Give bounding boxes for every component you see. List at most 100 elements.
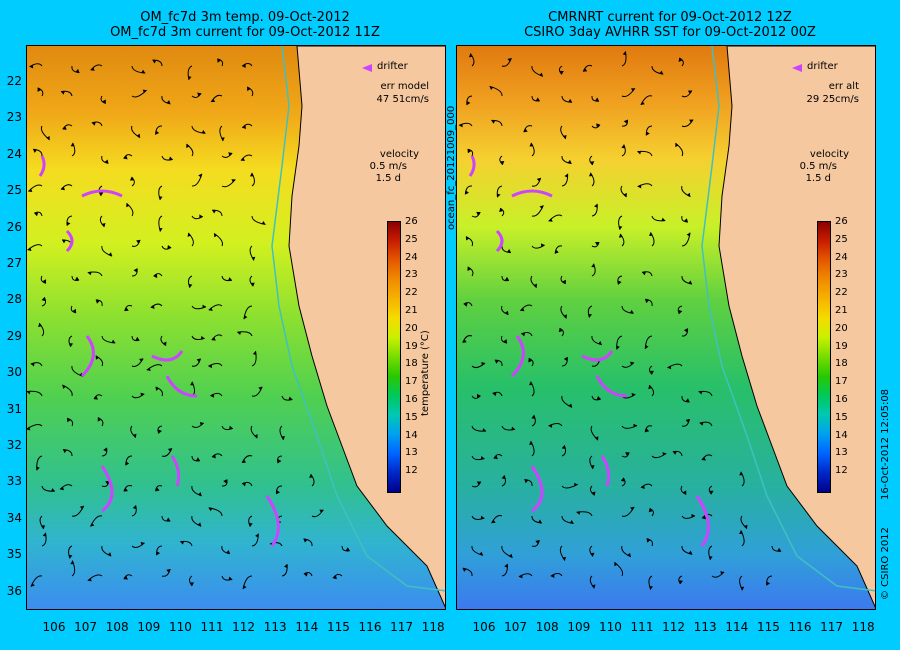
colorbar-tick: 21 [835, 305, 848, 316]
right-side-label: 16-Oct-2012 12:05:08 [880, 388, 891, 500]
longitude-tick: 117 [390, 620, 414, 634]
temperature-colorbar [817, 221, 831, 493]
land-mass [288, 46, 445, 608]
longitude-tick: 118 [421, 620, 445, 634]
drifter-icon [792, 64, 802, 72]
longitude-tick: 112 [662, 620, 686, 634]
right-panel-title: CMRNRT current for 09-Oct-2012 12Z CSIRO… [460, 10, 880, 40]
longitude-tick: 110 [168, 620, 192, 634]
latitude-tick: 27 [6, 256, 22, 270]
longitude-tick: 113 [693, 620, 717, 634]
err-model-label: err model [380, 81, 429, 92]
velocity-label: velocity [379, 149, 419, 160]
longitude-tick: 108 [105, 620, 129, 634]
longitude-tick: 109 [137, 620, 161, 634]
longitude-tick: 109 [567, 620, 591, 634]
temperature-colorbar [387, 221, 401, 493]
right-map-svg [457, 46, 875, 609]
colorbar-tick: 12 [835, 465, 848, 477]
latitude-tick: 35 [6, 547, 22, 562]
longitude-tick: 107 [74, 620, 98, 634]
longitude-tick: 106 [42, 620, 66, 634]
land-mass [718, 46, 875, 608]
right-title-line1: CMRNRT current for 09-Oct-2012 12Z [548, 10, 792, 25]
model-temperature-map: drifter err model 47 51cm/s velocity 0.5… [26, 45, 446, 610]
colorbar-tick: 17 [835, 376, 848, 388]
err-alt-label: err alt [828, 81, 859, 92]
latitude-tick: 23 [6, 110, 22, 125]
colorbar-tick: 20 [835, 322, 848, 334]
colorbar-tick: 13 [405, 447, 418, 459]
colorbar-tick: 18 [835, 358, 848, 370]
latitude-tick: 25 [6, 183, 22, 198]
colorbar-tick: 15 [405, 411, 418, 423]
latitude-tick: 26 [6, 219, 22, 234]
latitude-tick: 31 [6, 401, 22, 416]
drifter-tracks [468, 155, 710, 547]
velocity-days: 1.5 d [375, 173, 401, 184]
latitude-tick: 24 [6, 146, 22, 161]
shelf-contour [701, 46, 875, 592]
colorbar-tick: 13 [835, 447, 848, 459]
colorbar-tick: 17 [405, 376, 418, 388]
left-panel-title: OM_fc7d 3m temp. 09-Oct-2012 OM_fc7d 3m … [40, 10, 450, 40]
latitude-tick: 32 [6, 438, 22, 452]
drifter-icon [362, 64, 372, 72]
colorbar-tick: 16 [405, 394, 418, 405]
colorbar-tick: 14 [405, 429, 418, 441]
colorbar-tick: 24 [405, 251, 418, 263]
longitude-tick: 106 [472, 620, 496, 634]
latitude-tick: 36 [6, 583, 22, 598]
longitude-tick: 116 [788, 620, 812, 634]
current-vectors [27, 58, 350, 590]
colorbar-tick: 24 [835, 251, 848, 263]
velocity-days: 1.5 d [805, 173, 831, 184]
velocity-scale: 0.5 m/s [799, 161, 837, 172]
latitude-tick: 34 [6, 510, 22, 525]
longitude-tick: 115 [326, 620, 350, 634]
longitude-tick: 111 [630, 620, 654, 634]
left-title-line1: OM_fc7d 3m temp. 09-Oct-2012 [140, 10, 350, 25]
longitude-tick: 115 [756, 620, 780, 634]
velocity-label: velocity [809, 149, 849, 160]
colorbar-tick: 25 [835, 233, 848, 245]
longitude-tick: 114 [725, 620, 749, 634]
longitude-tick: 116 [358, 620, 382, 634]
observed-sst-map: drifter err alt 29 25cm/s velocity 0.5 m… [456, 45, 876, 610]
colorbar-tick: 12 [405, 465, 418, 477]
colorbar-tick: 22 [835, 287, 848, 299]
latitude-tick: 29 [6, 328, 22, 343]
latitude-tick: 28 [6, 292, 22, 307]
current-vectors [458, 51, 782, 591]
latitude-tick: 22 [6, 74, 22, 88]
colorbar-tick: 23 [835, 269, 848, 281]
velocity-scale: 0.5 m/s [369, 161, 407, 172]
colorbar-tick: 16 [835, 394, 848, 405]
longitude-tick: 112 [232, 620, 256, 634]
longitude-tick: 108 [535, 620, 559, 634]
left-title-line2: OM_fc7d 3m current for 09-Oct-2012 11Z [110, 25, 380, 40]
longitude-tick: 110 [598, 620, 622, 634]
shelf-contour [271, 46, 445, 592]
colorbar-tick: 14 [835, 429, 848, 441]
longitude-tick: 117 [820, 620, 844, 634]
err-alt-value: 29 25cm/s [806, 94, 859, 105]
latitude-tick: 33 [6, 474, 22, 489]
colorbar-tick: 19 [405, 340, 418, 352]
longitude-tick: 111 [200, 620, 224, 634]
err-model-value: 47 51cm/s [376, 94, 429, 105]
left-side-label: ocean_fc_20121009_000 [446, 105, 457, 230]
left-map-svg [27, 46, 445, 609]
latitude-tick: 30 [6, 365, 22, 380]
drifter-legend-label: drifter [377, 61, 408, 72]
copyright-label: © CSIRO 2012 [880, 527, 891, 600]
longitude-tick: 107 [504, 620, 528, 634]
colorbar-tick: 18 [405, 358, 418, 370]
colorbar-tick: 20 [405, 322, 418, 334]
colorbar-tick: 19 [835, 340, 848, 352]
colorbar-tick: 23 [405, 269, 418, 281]
longitude-tick: 113 [263, 620, 287, 634]
colorbar-tick: 26 [835, 216, 848, 227]
colorbar-tick: 21 [405, 305, 418, 316]
colorbar-tick: 26 [405, 216, 418, 227]
